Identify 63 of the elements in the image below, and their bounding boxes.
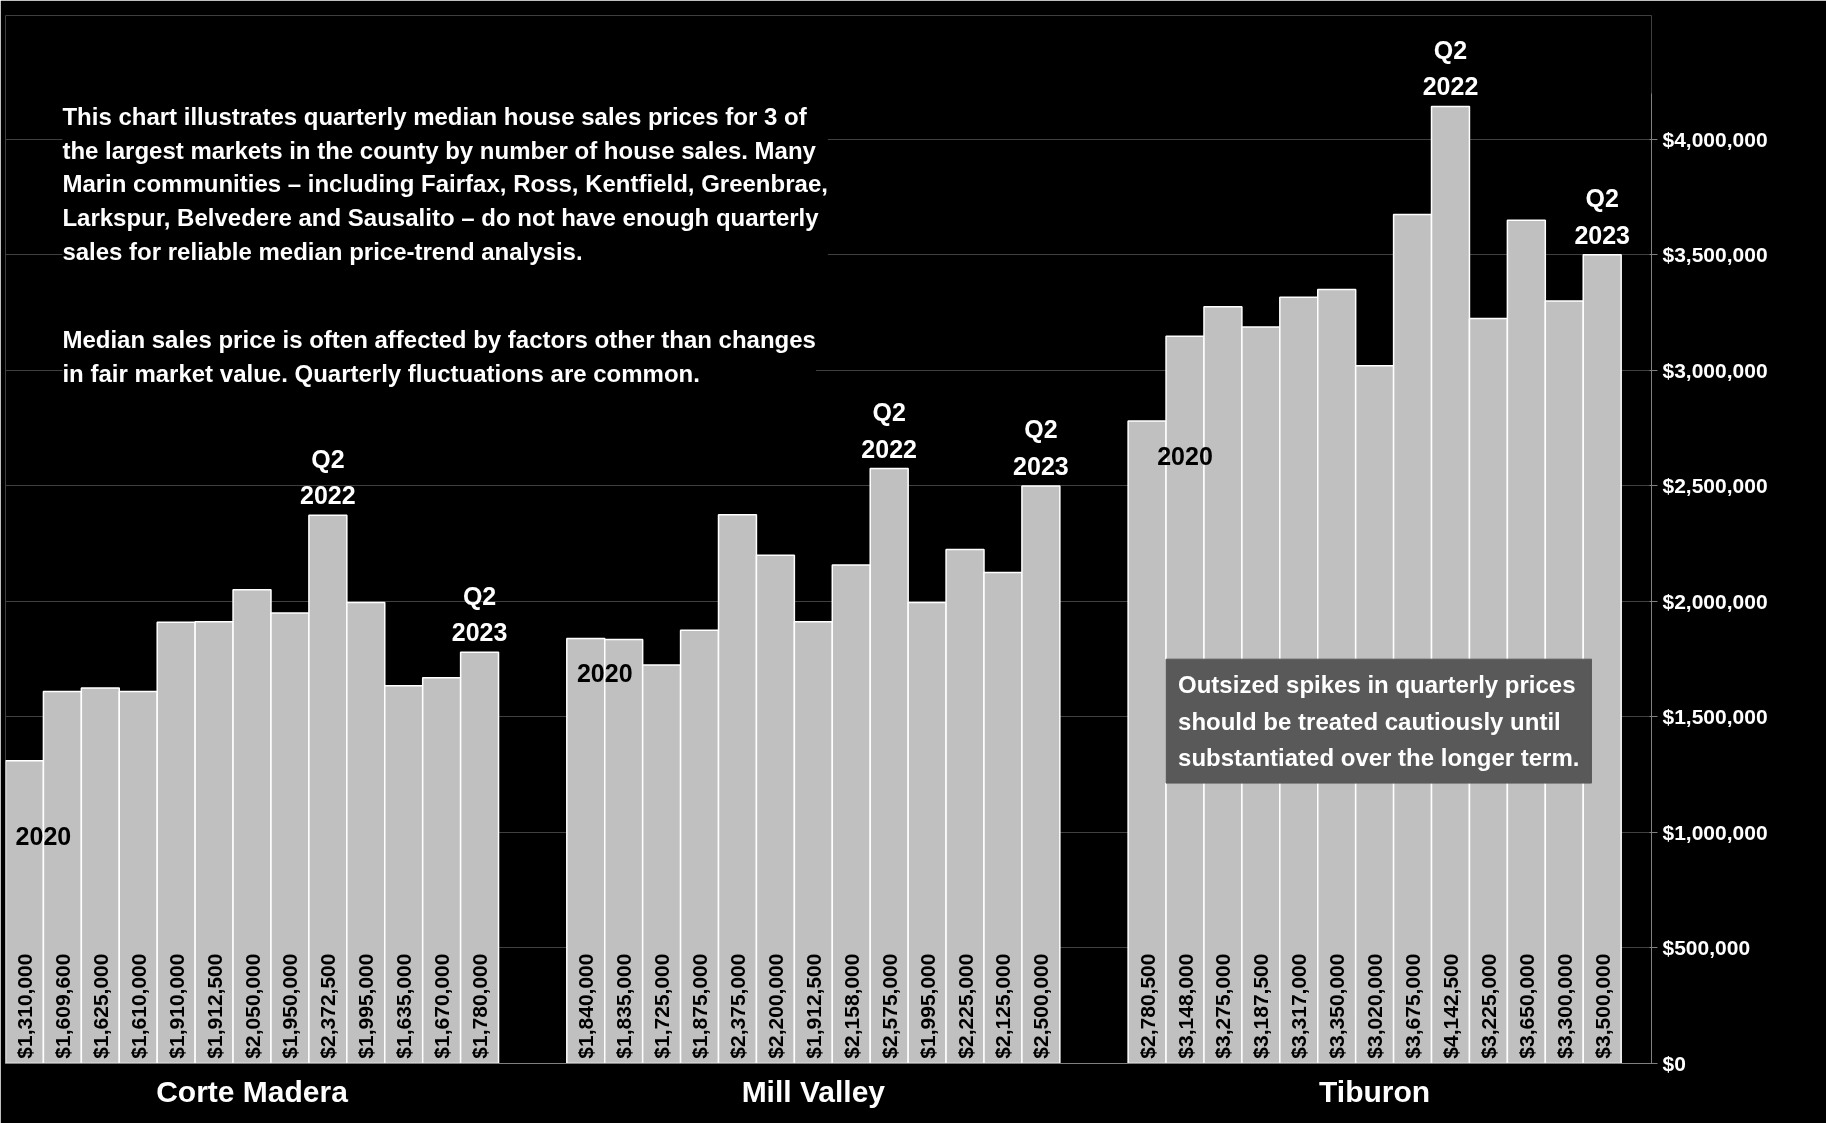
data-label: $1,950,000 (278, 953, 302, 1059)
data-label: $2,050,000 (240, 953, 264, 1059)
y-tick-label: $2,000,000 (1662, 589, 1768, 613)
annotation: Q2 2022 (1422, 36, 1479, 101)
data-label: $1,995,000 (354, 953, 378, 1059)
x-tick-label: Tiburon (1319, 1074, 1431, 1108)
y-tick-label: $2,500,000 (1662, 474, 1768, 498)
data-label: $1,725,000 (650, 953, 674, 1059)
data-label: $2,225,000 (953, 953, 977, 1059)
data-label: $3,500,000 (1590, 953, 1614, 1059)
data-label: $1,625,000 (88, 953, 112, 1059)
data-label: $2,500,000 (1029, 953, 1053, 1059)
data-label: $1,609,600 (50, 953, 74, 1059)
text: This chart illustrates quarterly median house sales prices for 3 of the largest markets in the county by number of house sales. Many Marin communities – including Fairfax, Ross, Kentfield, Greenbrae, Larkspur, Belvedere and Sausalito – do not have enough quarterly sales for reliable median price-trend analysis. (62, 102, 828, 265)
y-tick-label: $1,500,000 (1662, 705, 1768, 729)
data-label: $3,300,000 (1552, 953, 1576, 1059)
data-label: $3,350,000 (1325, 953, 1349, 1059)
annotation: Q2 2022 (300, 444, 356, 510)
data-label: $3,225,000 (1476, 953, 1500, 1059)
annotation: Outsized spikes in quarterly prices should be treated cautiously until substantiated over the longer term. (1178, 671, 1580, 772)
data-label: $1,780,000 (468, 953, 492, 1059)
x-tick-label: Mill Valley (741, 1074, 886, 1108)
data-label: $2,575,000 (877, 953, 901, 1059)
y-tick-label: $3,000,000 (1662, 358, 1768, 382)
x-tick-label: Corte Madera (156, 1074, 349, 1108)
data-label: $3,187,500 (1249, 953, 1273, 1059)
data-label: $2,158,000 (839, 953, 863, 1059)
annotation: Q2 2023 (1574, 184, 1631, 249)
data-label: $2,375,000 (725, 953, 749, 1059)
data-label: $3,275,000 (1211, 953, 1235, 1059)
data-label: $1,840,000 (574, 953, 598, 1059)
annotation: 2020 (1157, 442, 1213, 471)
data-label: $4,142,500 (1438, 953, 1462, 1059)
data-label: $3,020,000 (1363, 953, 1387, 1059)
annotation: Q2 2023 (451, 581, 508, 647)
data-label: $1,310,000 (12, 953, 36, 1059)
data-label: $1,995,000 (915, 953, 939, 1059)
y-tick-label: $4,000,000 (1662, 127, 1768, 151)
data-label: $1,635,000 (392, 953, 416, 1059)
data-label: $3,675,000 (1401, 953, 1425, 1059)
y-tick-label: $1,000,000 (1662, 820, 1768, 844)
data-label: $2,780,500 (1135, 953, 1159, 1059)
data-label: $3,148,000 (1173, 953, 1197, 1059)
annotation: 2020 (576, 659, 633, 688)
annotation: Q2 2022 (861, 398, 917, 463)
data-label: $1,912,500 (202, 953, 226, 1059)
y-tick-label: $3,500,000 (1662, 243, 1768, 267)
y-tick-label: $500,000 (1662, 936, 1751, 960)
text: Median sales price is often affected by factors other than changes in fair market value. Quarterly fluctuations are common. (62, 326, 816, 387)
data-label: $2,200,000 (763, 953, 787, 1059)
data-label: $3,650,000 (1514, 953, 1538, 1059)
data-label: $3,317,000 (1287, 953, 1311, 1059)
data-label: $2,372,500 (316, 953, 340, 1059)
data-label: $1,670,000 (430, 953, 454, 1059)
y-tick-label: $0 (1662, 1052, 1686, 1075)
annotation: Q2 2023 (1013, 415, 1069, 480)
data-label: $1,875,000 (688, 953, 712, 1059)
data-label: $1,610,000 (126, 953, 150, 1059)
data-label: $1,910,000 (164, 953, 188, 1059)
data-label: $1,835,000 (612, 953, 636, 1059)
data-label: $2,125,000 (991, 953, 1015, 1059)
annotation: 2020 (15, 821, 72, 850)
data-label: $1,912,500 (801, 953, 825, 1059)
